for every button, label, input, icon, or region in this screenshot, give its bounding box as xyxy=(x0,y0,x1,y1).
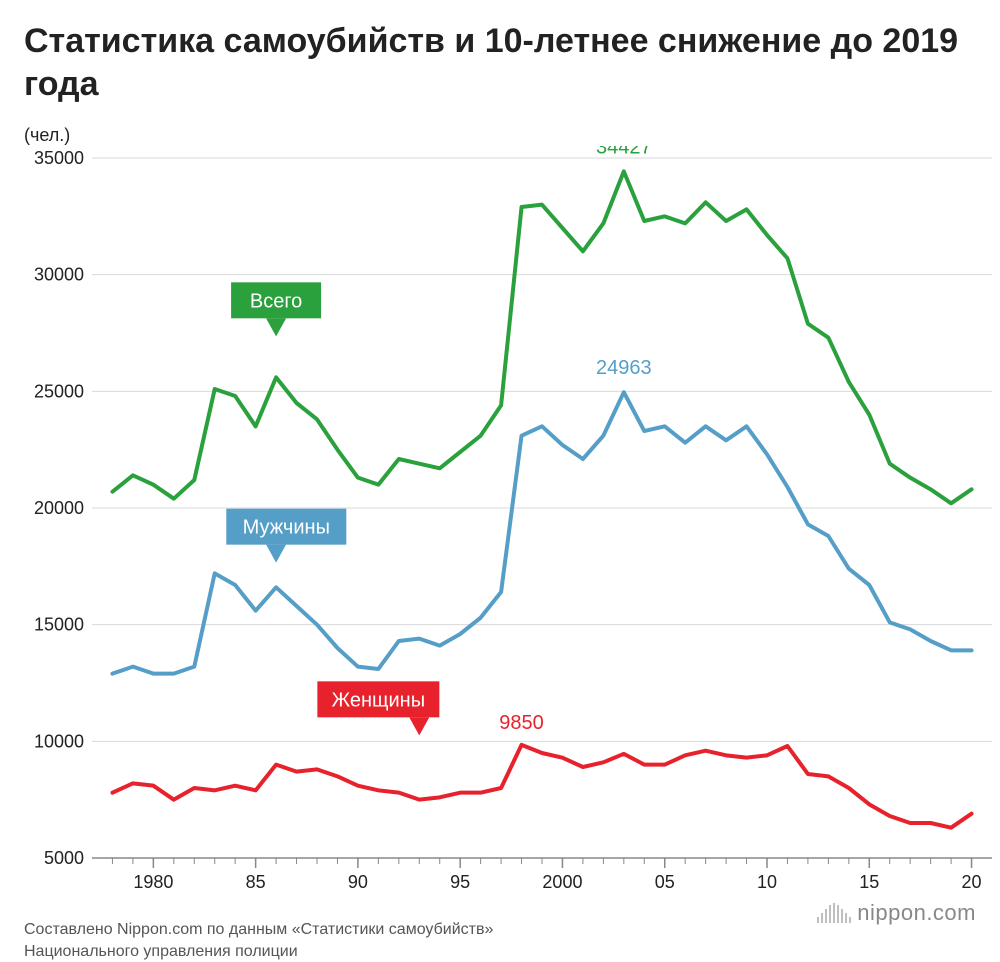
svg-text:15: 15 xyxy=(859,872,879,892)
svg-text:15000: 15000 xyxy=(34,615,84,635)
svg-text:85: 85 xyxy=(246,872,266,892)
legend-pointer-men xyxy=(266,545,286,563)
svg-text:10000: 10000 xyxy=(34,731,84,751)
svg-text:2000: 2000 xyxy=(542,872,582,892)
nippon-logo: nippon.com xyxy=(817,900,976,926)
legend-pointer-total xyxy=(266,318,286,336)
series-women xyxy=(112,745,971,828)
svg-text:90: 90 xyxy=(348,872,368,892)
legend-pointer-women xyxy=(409,717,429,735)
svg-text:10: 10 xyxy=(757,872,777,892)
svg-text:35000: 35000 xyxy=(34,148,84,168)
source-line-1: Составлено Nippon.com по данным «Статист… xyxy=(24,921,493,938)
legend-text-women: Женщины xyxy=(332,689,425,711)
svg-text:05: 05 xyxy=(655,872,675,892)
legend-text-men: Мужчины xyxy=(243,517,330,539)
peak-label-total: 34427 xyxy=(596,146,652,158)
y-axis-unit: (чел.) xyxy=(24,125,976,146)
svg-text:20000: 20000 xyxy=(34,498,84,518)
logo-bars-icon xyxy=(817,903,851,923)
plot-area: 5000 10000 15000 20000 25000 30000 35000 1980 85… xyxy=(24,146,976,911)
chart-title: Статистика самоубийств и 10-летнее сниже… xyxy=(24,20,976,105)
chart-svg: 5000 10000 15000 20000 25000 30000 35000 1980 85… xyxy=(24,146,992,906)
peak-label-women: 9850 xyxy=(499,712,544,734)
svg-text:25000: 25000 xyxy=(34,381,84,401)
svg-text:30000: 30000 xyxy=(34,265,84,285)
svg-text:1980: 1980 xyxy=(133,872,173,892)
source-line-2: Национального управления полиции xyxy=(24,943,298,960)
legend-text-total: Всего xyxy=(250,290,302,312)
svg-text:95: 95 xyxy=(450,872,470,892)
peak-label-men: 24963 xyxy=(596,357,652,379)
chart-container: Статистика самоубийств и 10-летнее сниже… xyxy=(0,0,1000,956)
svg-text:5000: 5000 xyxy=(44,848,84,868)
series-total xyxy=(112,171,971,503)
svg-text:20: 20 xyxy=(962,872,982,892)
logo-text: nippon.com xyxy=(857,900,976,926)
